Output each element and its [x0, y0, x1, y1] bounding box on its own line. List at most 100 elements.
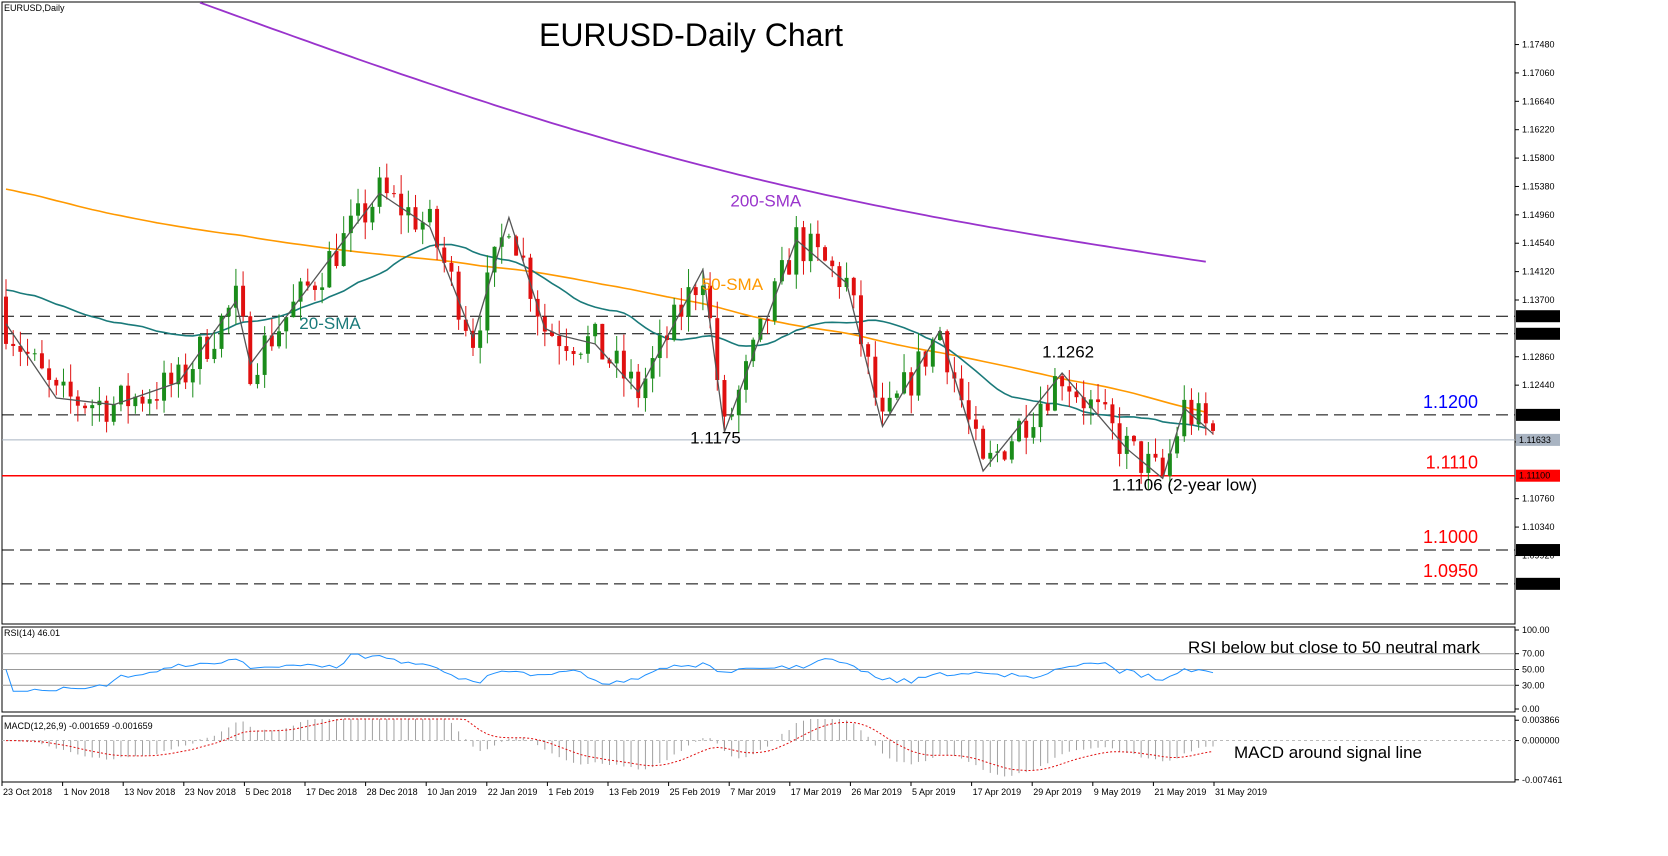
candle-body: [54, 379, 59, 386]
y-tick-label: 1.13700: [1522, 295, 1555, 305]
candle-body: [356, 203, 361, 216]
candle-body: [284, 317, 289, 332]
candle-body: [1096, 399, 1101, 403]
candle-body: [1024, 420, 1029, 438]
macd-y-tick-label: 0.003866: [1522, 715, 1560, 725]
candle-body: [11, 343, 16, 347]
candle-body: [629, 371, 634, 379]
candle-body: [298, 281, 303, 302]
candle-body: [176, 364, 181, 385]
y-tick-label: 1.12860: [1522, 352, 1555, 362]
x-tick-label: 26 Mar 2019: [851, 787, 902, 797]
candle-body: [506, 236, 511, 238]
x-tick-label: 22 Jan 2019: [488, 787, 538, 797]
candle-body: [902, 372, 907, 394]
macd-panel: 0.003866 0.000000 -0.007461: [1, 715, 1563, 785]
candle-body: [456, 271, 461, 320]
candle-body: [413, 207, 418, 230]
candle-body: [1139, 441, 1144, 473]
candle-body: [851, 277, 856, 296]
candle-body: [521, 255, 526, 258]
candle-body: [708, 285, 713, 319]
candle-body: [435, 208, 440, 248]
x-tick-label: 9 May 2019: [1094, 787, 1141, 797]
y-tick-label: 1.16220: [1522, 125, 1555, 135]
candle-body: [585, 336, 590, 354]
rsi-annotation: RSI below but close to 50 neutral mark: [1188, 638, 1480, 657]
candle-body: [1060, 376, 1065, 387]
x-tick-label: 1 Nov 2018: [64, 787, 110, 797]
candle-body: [700, 285, 705, 296]
candle-body: [406, 207, 411, 216]
candle-body: [183, 364, 188, 383]
x-tick-label: 10 Jan 2019: [427, 787, 477, 797]
x-tick-label: 5 Apr 2019: [912, 787, 956, 797]
candle-body: [542, 316, 547, 332]
candle-body: [248, 316, 253, 385]
level-price-tag: [1516, 408, 1560, 421]
candle-body: [291, 301, 296, 318]
rsi-y-tick-label: 0.00: [1522, 704, 1540, 714]
x-tick-label: 5 Dec 2018: [245, 787, 291, 797]
candle-body: [1002, 451, 1007, 460]
candle-body: [1153, 453, 1158, 458]
candle-body: [61, 381, 66, 386]
candle-body: [384, 177, 389, 194]
candle-body: [830, 260, 835, 267]
level-price-tag-label: 1.11100: [1519, 471, 1550, 481]
candle-body: [233, 285, 238, 308]
candle-body: [930, 339, 935, 367]
candle-body: [823, 247, 828, 261]
candle-body: [787, 260, 792, 275]
x-tick-label: 29 Apr 2019: [1033, 787, 1082, 797]
candle-body: [657, 335, 662, 359]
candle-body: [736, 389, 741, 416]
candle-body: [277, 331, 281, 347]
candle-body: [111, 404, 116, 422]
candle-body: [607, 359, 612, 364]
candle-body: [1110, 404, 1115, 424]
candle-body: [751, 339, 756, 362]
candle-body: [140, 396, 145, 404]
candle-body: [1067, 386, 1072, 392]
macd-signal-line: [6, 718, 1214, 772]
level-price-tag-label: 1.13200: [1519, 329, 1552, 339]
candle-body: [1103, 402, 1108, 405]
x-tick-label: 17 Mar 2019: [791, 787, 842, 797]
sma-label: 20-SMA: [299, 314, 361, 333]
sma-label: 200-SMA: [730, 192, 802, 211]
candle-body: [600, 323, 605, 360]
y-tick-label: 1.16640: [1522, 96, 1555, 106]
level-price-tag: [1516, 577, 1560, 590]
candle-body: [858, 295, 863, 345]
candle-body: [1189, 399, 1194, 425]
level-price-tag: [1516, 544, 1560, 557]
candle-body: [643, 378, 648, 399]
rsi-line: [5, 653, 1214, 692]
candle-body: [686, 287, 691, 317]
candle-body: [1052, 376, 1057, 411]
chart-title: EURUSD-Daily Chart: [539, 17, 843, 53]
candle-body: [18, 346, 23, 352]
candle-body: [133, 396, 138, 407]
sma-20-line: [5, 243, 1206, 429]
candle-body: [916, 351, 921, 396]
macd-panel-border: [1, 715, 1516, 783]
candle-body: [370, 206, 375, 223]
candle-body: [564, 346, 569, 351]
candle-body: [715, 318, 720, 381]
symbol-label: EURUSD,Daily: [4, 3, 65, 13]
candle-body: [621, 350, 626, 379]
time-axis: 23 Oct 2018 1 Nov 2018 13 Nov 2018 23 Nov 2…: [1, 782, 1267, 797]
rsi-y-tick-label: 70.00: [1522, 649, 1545, 659]
candle-body: [1131, 435, 1136, 442]
x-tick-label: 17 Dec 2018: [306, 787, 357, 797]
candle-body: [808, 233, 813, 262]
candle-body: [966, 400, 971, 420]
candle-body: [399, 193, 404, 216]
candle-body: [866, 344, 871, 357]
candle-body: [420, 222, 425, 230]
sma-label: 50-SMA: [702, 275, 764, 294]
candle-body: [880, 397, 885, 412]
candle-body: [794, 227, 799, 275]
